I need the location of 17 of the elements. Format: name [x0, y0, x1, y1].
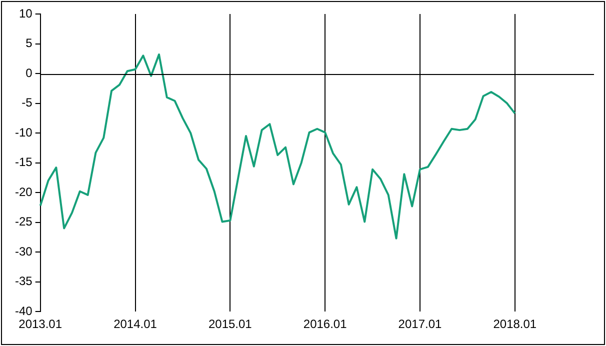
y-tick-label: -15: [15, 155, 33, 170]
y-tick-label: -40: [15, 304, 33, 318]
y-tick-label: 0: [26, 66, 33, 80]
x-tick-label: 2018.01: [493, 317, 537, 332]
x-tick-label: 2015.01: [208, 317, 252, 332]
y-tick-label: -5: [22, 96, 33, 110]
x-tick-label: 2016.01: [303, 317, 348, 332]
y-tick-label: -10: [15, 125, 33, 140]
x-tick-label: 2017.01: [398, 317, 442, 332]
y-tick-label: -20: [15, 184, 33, 199]
y-tick-label: 10: [18, 6, 33, 20]
y-tick-label: -25: [15, 214, 33, 229]
y-tick-label: -35: [15, 274, 33, 288]
y-tick-label: -30: [15, 244, 33, 258]
y-tick-label: 5: [26, 36, 33, 50]
x-tick-label: 2014.01: [114, 317, 158, 332]
x-tick-label: 2013.01: [18, 317, 62, 332]
